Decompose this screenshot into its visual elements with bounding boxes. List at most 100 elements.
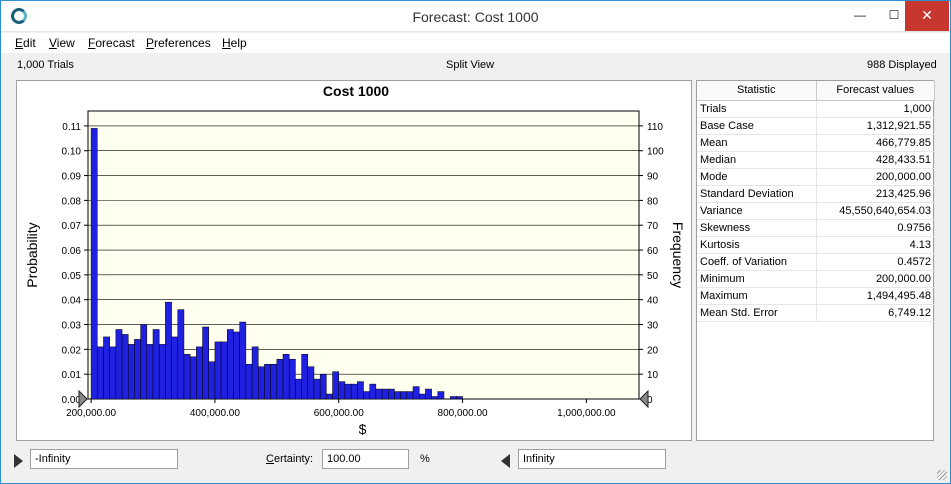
- statistics-row[interactable]: Trials 1,000: [697, 100, 935, 118]
- chart-panel: 0.00 0 0.01 10 0.02 20 0.03 30 0.04 40 0.05 50 0.06 6…: [16, 80, 692, 441]
- histogram-bar: [357, 381, 364, 400]
- y2-tick-label: 60: [647, 246, 659, 257]
- histogram-bar: [115, 329, 123, 400]
- statistic-column-header[interactable]: Statistic: [697, 81, 817, 101]
- histogram-bar: [127, 344, 135, 400]
- statistics-row[interactable]: Median 428,433.51: [697, 151, 935, 169]
- left-grabber-icon[interactable]: [14, 454, 23, 468]
- statistics-row[interactable]: Mean Std. Error 6,749.12: [697, 304, 935, 322]
- percent-unit: %: [420, 453, 430, 465]
- menu-edit-mnemonic: E: [15, 36, 24, 50]
- statistics-row[interactable]: Maximum 1,494,495.48: [697, 287, 935, 305]
- statistic-value: 466,779.85: [816, 134, 935, 152]
- y2-tick-label: 10: [647, 370, 659, 381]
- statistics-row[interactable]: Mode 200,000.00: [697, 168, 935, 186]
- histogram-bar: [270, 363, 278, 400]
- statistic-name: Variance: [697, 202, 817, 220]
- histogram-bar: [295, 378, 302, 400]
- left-bound-input[interactable]: -Infinity: [30, 449, 178, 469]
- statistics-row[interactable]: Variance 45,550,640,654.03: [697, 202, 935, 220]
- statistic-value: 1,000: [816, 100, 935, 118]
- menu-forecast[interactable]: Forecast: [88, 36, 135, 50]
- histogram-bar: [381, 388, 389, 400]
- statistics-row[interactable]: Mean 466,779.85: [697, 134, 935, 152]
- forecast-values-column-header[interactable]: Forecast values: [816, 81, 935, 101]
- histogram-bar: [363, 391, 370, 400]
- menu-help-mnemonic: H: [222, 36, 231, 50]
- menu-preferences-label: references: [154, 36, 211, 50]
- histogram-chart: 0.00 0 0.01 10 0.02 20 0.03 30 0.04 40 0.05 50 0.06 6…: [24, 83, 686, 437]
- right-bound-input[interactable]: Infinity: [518, 449, 666, 469]
- histogram-bar: [165, 301, 172, 400]
- x-axis-label: $: [359, 421, 367, 437]
- window-title: Forecast: Cost 1000: [412, 9, 539, 25]
- y-tick-label: 0.01: [62, 370, 82, 381]
- x-tick-label: 1,000,000.00: [557, 408, 616, 419]
- histogram-bar: [412, 386, 420, 400]
- statistic-name: Mean Std. Error: [697, 304, 817, 322]
- y-axis-label: Probability: [24, 222, 40, 287]
- y2-tick-label: 70: [647, 221, 659, 232]
- menu-preferences[interactable]: Preferences: [146, 36, 211, 50]
- y2-tick-label: 100: [647, 147, 664, 158]
- statistics-row[interactable]: Standard Deviation 213,425.96: [697, 185, 935, 203]
- resize-grip-icon[interactable]: [937, 470, 947, 480]
- statistics-row[interactable]: Kurtosis 4.13: [697, 236, 935, 254]
- maximize-button[interactable]: ☐: [888, 8, 900, 22]
- histogram-bar: [171, 336, 179, 400]
- histogram-bar: [134, 339, 141, 400]
- view-mode: Split View: [446, 59, 495, 71]
- right-grabber-icon[interactable]: [501, 454, 510, 468]
- statistic-name: Mode: [697, 168, 817, 186]
- certainty-input[interactable]: 100.00: [322, 449, 409, 469]
- statistic-value: 1,312,921.55: [816, 117, 935, 135]
- histogram-bar: [90, 128, 98, 400]
- menu-forecast-label: orecast: [95, 36, 135, 50]
- histogram-bar: [301, 354, 309, 400]
- statistics-row[interactable]: Skewness 0.9756: [697, 219, 935, 237]
- left-chart-grabber-icon[interactable]: [78, 389, 88, 409]
- statistic-name: Skewness: [697, 219, 817, 237]
- minimize-button[interactable]: —: [854, 8, 866, 22]
- y2-tick-label: 90: [647, 172, 659, 183]
- right-chart-grabber-icon[interactable]: [639, 389, 649, 409]
- menu-preferences-mnemonic: P: [146, 36, 155, 50]
- histogram-bar: [214, 341, 222, 400]
- certainty-label: Certainty:: [266, 453, 313, 465]
- menu-help-label: elp: [230, 36, 247, 50]
- histogram-bar: [400, 391, 408, 400]
- menu-bar: Edit View Forecast Preferences Help: [1, 33, 950, 53]
- histogram-bar: [245, 363, 253, 400]
- title-bar[interactable]: Forecast: Cost 1000 — ☐ ✕: [1, 1, 950, 32]
- histogram-bar: [220, 341, 228, 400]
- menu-view[interactable]: View: [49, 36, 75, 50]
- statistics-row[interactable]: Coeff. of Variation 0.4572: [697, 253, 935, 271]
- y-tick-label: 0.11: [62, 122, 81, 133]
- statistic-value: 428,433.51: [816, 151, 935, 169]
- statistic-name: Minimum: [697, 270, 817, 288]
- statistic-name: Median: [697, 151, 817, 169]
- histogram-bar: [146, 344, 154, 400]
- close-button[interactable]: ✕: [905, 1, 949, 31]
- histogram-bar: [140, 324, 148, 400]
- menu-help[interactable]: Help: [222, 36, 247, 50]
- statistics-row[interactable]: Minimum 200,000.00: [697, 270, 935, 288]
- histogram-bar: [449, 396, 457, 400]
- histogram-bar: [183, 354, 191, 400]
- statistic-value: 45,550,640,654.03: [816, 202, 935, 220]
- y-tick-label: 0.00: [62, 395, 82, 406]
- histogram-bar: [202, 326, 209, 400]
- y2-tick-label: 0: [647, 395, 653, 406]
- x-tick-label: 200,000.00: [66, 408, 116, 419]
- certainty-label-text: ertainty:: [273, 453, 314, 465]
- statistics-panel: Statistic Forecast values Trials 1,000 Bas…: [696, 80, 935, 441]
- histogram-bar: [227, 329, 234, 400]
- menu-edit[interactable]: Edit: [15, 36, 36, 50]
- statistic-value: 4.13: [816, 236, 935, 254]
- histogram-bar: [288, 359, 296, 400]
- statistics-row[interactable]: Base Case 1,312,921.55: [697, 117, 935, 135]
- statistic-value: 200,000.00: [816, 270, 935, 288]
- histogram-bar: [338, 381, 346, 400]
- statistic-value: 0.4572: [816, 253, 935, 271]
- histogram-bar: [189, 356, 197, 400]
